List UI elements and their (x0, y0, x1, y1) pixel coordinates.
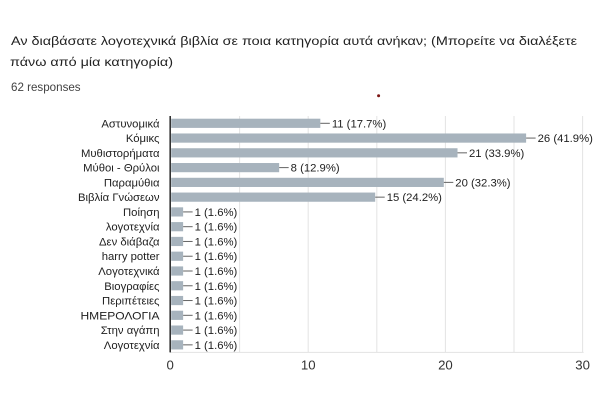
svg-text:11 (17.7%): 11 (17.7%) (332, 118, 387, 130)
svg-text:Περιπέτειες: Περιπέτειες (102, 296, 160, 308)
svg-text:Μύθοι - Θρύλοι: Μύθοι - Θρύλοι (83, 163, 160, 175)
svg-text:Παραμύθια: Παραμύθια (104, 177, 160, 189)
svg-text:harry potter: harry potter (102, 251, 160, 263)
svg-text:1 (1.6%): 1 (1.6%) (195, 251, 238, 263)
svg-text:1 (1.6%): 1 (1.6%) (195, 236, 238, 248)
svg-text:1 (1.6%): 1 (1.6%) (195, 266, 238, 278)
svg-text:20: 20 (438, 358, 453, 373)
svg-text:62 responses: 62 responses (11, 81, 81, 94)
svg-text:Μυθιστορήματα: Μυθιστορήματα (81, 148, 160, 160)
svg-text:0: 0 (167, 358, 174, 373)
svg-text:Λογοτεχνία: Λογοτεχνία (104, 340, 160, 352)
svg-text:26 (41.9%): 26 (41.9%) (538, 133, 593, 145)
svg-text:λογοτεχνία: λογοτεχνία (106, 222, 160, 234)
svg-text:1 (1.6%): 1 (1.6%) (195, 207, 238, 219)
svg-text:1 (1.6%): 1 (1.6%) (195, 310, 238, 322)
svg-text:Δεν διάβαζα: Δεν διάβαζα (99, 236, 160, 248)
svg-text:Αν διαβάσατε λογοτεχνικά βιβλί: Αν διαβάσατε λογοτεχνικά βιβλία σε ποια … (11, 34, 578, 48)
svg-text:1 (1.6%): 1 (1.6%) (195, 340, 238, 352)
svg-text:20 (32.3%): 20 (32.3%) (455, 177, 510, 189)
svg-text:1 (1.6%): 1 (1.6%) (195, 222, 238, 234)
svg-text:1 (1.6%): 1 (1.6%) (195, 281, 238, 293)
svg-text:Βιβλία Γνώσεων: Βιβλία Γνώσεων (78, 192, 160, 204)
svg-text:Αστυνομικά: Αστυνομικά (101, 118, 160, 130)
svg-text:πάνω από μία κατηγορία): πάνω από μία κατηγορία) (10, 55, 173, 69)
svg-text:10: 10 (301, 358, 316, 373)
svg-text:30: 30 (575, 358, 590, 373)
svg-text:Κόμικς: Κόμικς (126, 133, 160, 145)
svg-text:1 (1.6%): 1 (1.6%) (195, 325, 238, 337)
svg-text:1 (1.6%): 1 (1.6%) (195, 296, 238, 308)
svg-text:Βιογραφίες: Βιογραφίες (104, 281, 160, 293)
svg-text:ΗΜΕΡΟΛΟΓΙΑ: ΗΜΕΡΟΛΟΓΙΑ (81, 310, 160, 322)
svg-text:Στην αγάπη: Στην αγάπη (101, 325, 160, 337)
svg-text:Λογοτεχνικά: Λογοτεχνικά (98, 266, 160, 278)
svg-text:21 (33.9%): 21 (33.9%) (469, 148, 524, 160)
svg-text:8 (12.9%): 8 (12.9%) (291, 163, 340, 175)
svg-text:15 (24.2%): 15 (24.2%) (387, 192, 442, 204)
svg-text:Ποίηση: Ποίηση (123, 207, 160, 219)
